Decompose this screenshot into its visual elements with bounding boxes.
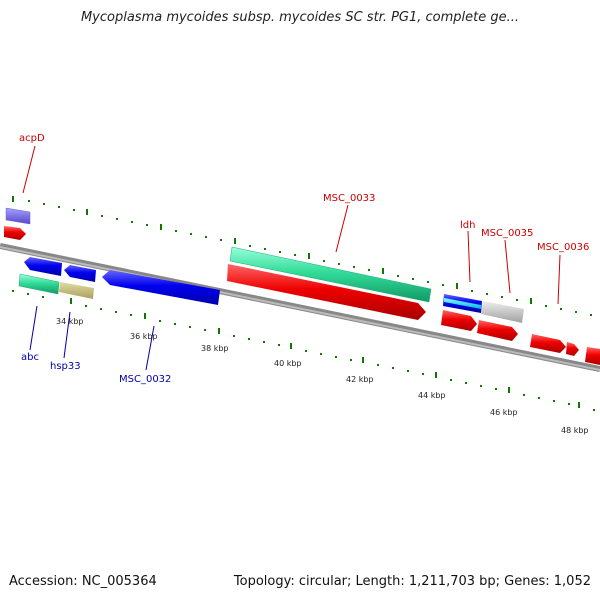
abc-gene-feature[interactable] [18,273,60,295]
msc0035-label[interactable]: MSC_0035 [481,228,533,239]
forward-gene-arrow[interactable] [4,226,26,240]
hsp33-label[interactable]: hsp33 [50,361,81,372]
tick-label-44kbp: 44 kbp [418,391,446,400]
msc0033-rna-feature[interactable] [229,246,432,303]
reverse-gene-arrow[interactable] [24,257,62,276]
msc0032-gene-arrow[interactable] [102,270,220,305]
ldh-gene-stripe [444,298,481,309]
tick-label-40kbp: 40 kbp [274,359,302,368]
reverse-strand-scale [12,290,595,411]
msc0033-gene-arrow[interactable] [227,264,426,320]
forward-gene-arrow[interactable] [477,320,518,341]
ldh-label[interactable]: ldh [460,220,475,231]
forward-strand-scale [12,196,592,316]
tick-label-36kbp: 36 kbp [130,332,158,341]
accession-text: Accession: NC_005364 [9,574,157,589]
msc0033-label[interactable]: MSC_0033 [323,193,375,204]
map-title: Mycoplasma mycoides subsp. mycoides SC s… [80,10,520,25]
tick-label-46kbp: 46 kbp [490,408,518,417]
tick-label-38kbp: 38 kbp [201,344,229,353]
msc0036-gene-arrow[interactable] [530,334,566,353]
acpD-label[interactable]: acpD [19,133,45,144]
forward-gene-arrow[interactable] [566,342,579,356]
tick-label-42kbp: 42 kbp [346,375,374,384]
hsp33-gene-feature[interactable] [59,282,94,299]
topology-text: Topology: circular; Length: 1,211,703 bp… [233,574,591,589]
acpD-gene-feature[interactable] [5,207,31,225]
genome-backbone [0,243,600,372]
forward-gene-arrow[interactable] [585,347,600,365]
tick-label-34kbp: 34 kbp [56,317,84,326]
forward-gene-arrow[interactable] [441,310,477,331]
tick-label-48kbp: 48 kbp [561,426,589,435]
abc-label[interactable]: abc [21,352,39,363]
msc0036-label[interactable]: MSC_0036 [537,242,589,253]
msc0035-gene-feature[interactable] [481,301,524,323]
reverse-gene-arrow[interactable] [64,265,96,282]
msc0032-label[interactable]: MSC_0032 [119,374,171,385]
